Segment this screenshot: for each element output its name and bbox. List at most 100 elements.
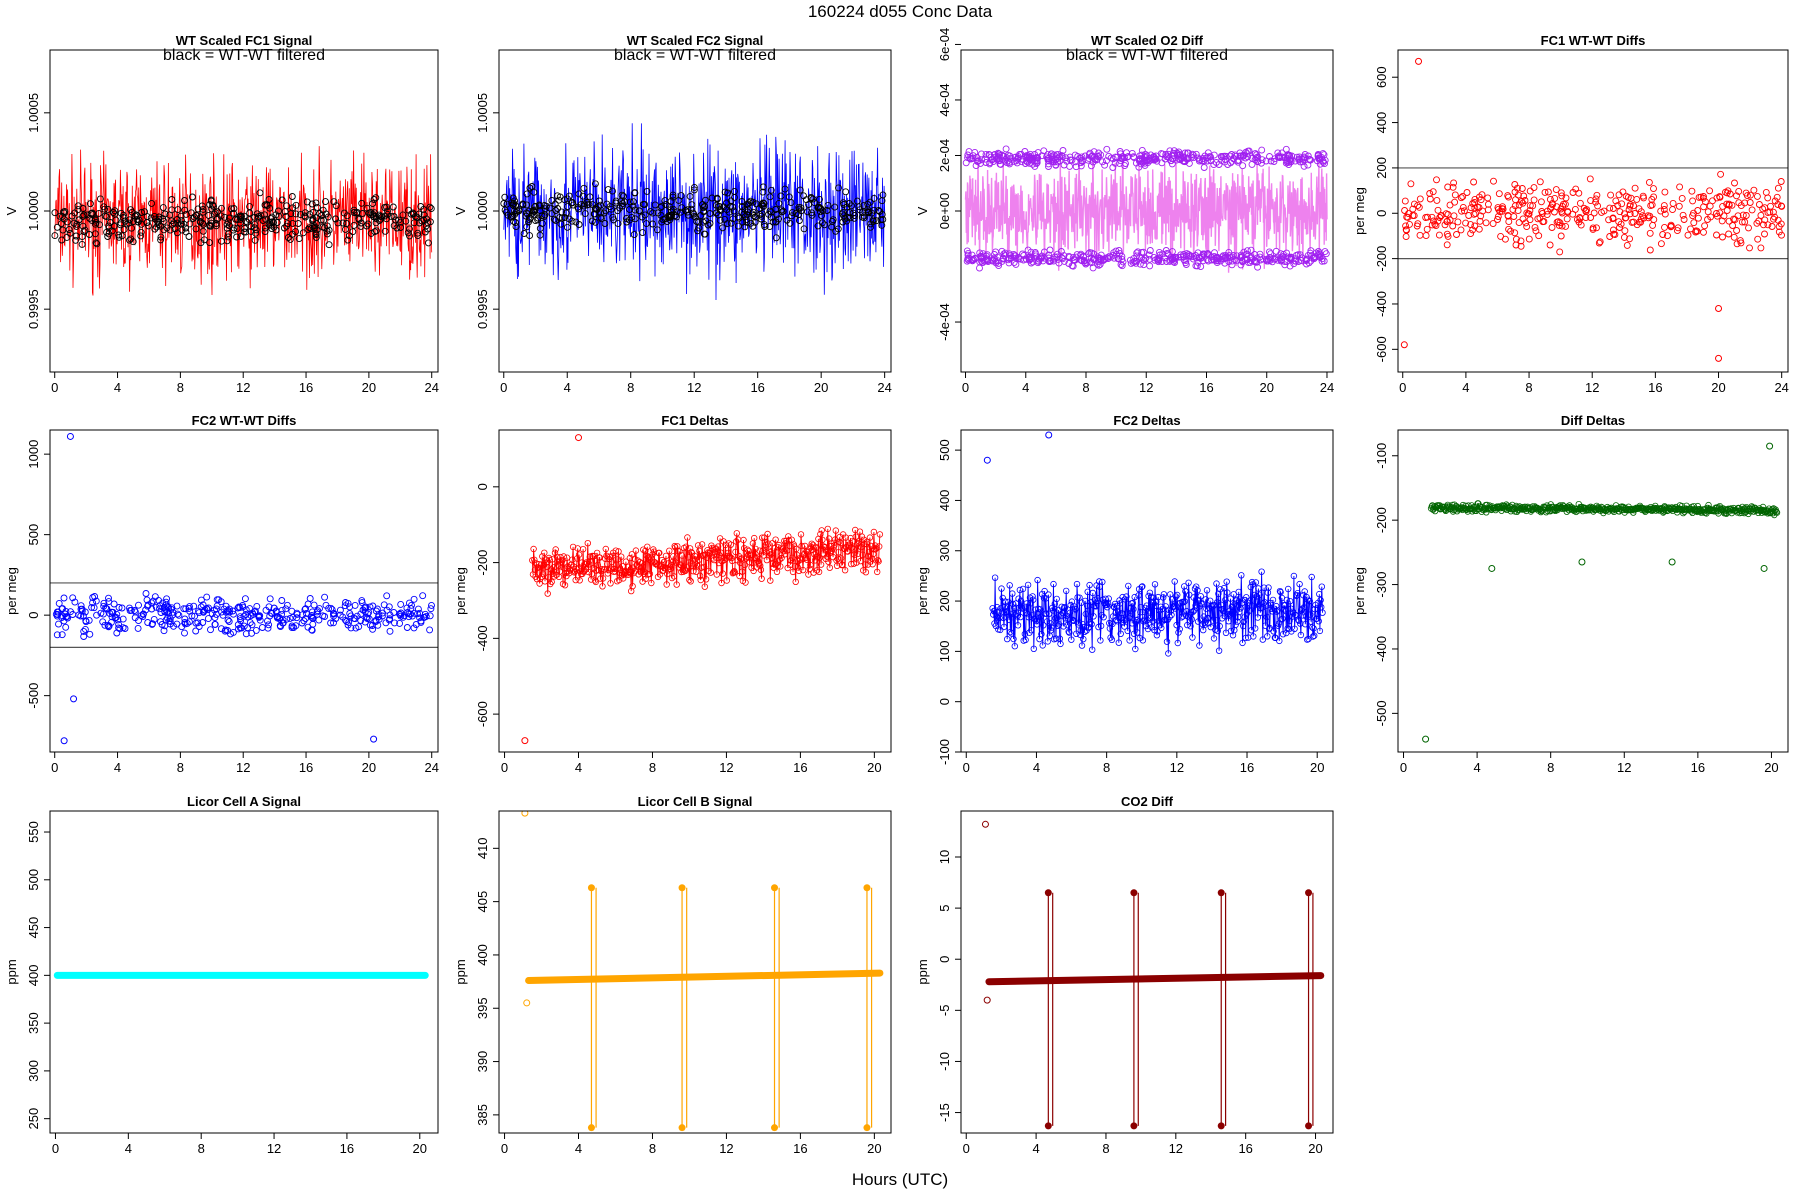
data-point [1622,214,1630,222]
data-point [690,183,698,191]
data-point [366,621,374,629]
data-point [115,624,123,632]
data-point [134,624,142,632]
chart-title: Licor Cell B Signal [638,794,753,809]
data-point [1250,633,1257,640]
data-point [137,232,145,240]
data-point [1234,618,1241,625]
data-point [1267,250,1275,258]
data-point [788,212,796,220]
outlier-point [1400,341,1408,349]
data-point [802,196,810,204]
data-point [1719,233,1726,241]
data-point [1467,221,1475,229]
x-tick-label: 8 [1103,760,1110,775]
data-point [856,538,863,545]
data-point [344,236,352,244]
data-point [81,226,89,234]
outlier-point [60,737,68,745]
data-point [131,614,139,622]
data-point [718,579,725,587]
data-point [372,194,380,202]
data-point [1690,219,1698,227]
data-point [606,553,613,560]
data-point [817,530,824,538]
data-point [690,186,698,194]
data-point [1119,154,1126,162]
data-point [601,566,608,573]
data-point [1465,212,1473,219]
data-point [544,590,551,597]
data-point [839,208,847,216]
data-point [1221,158,1229,166]
data-point [730,207,738,215]
chart-title: FC1 WT-WT Diffs [1541,33,1646,48]
data-point [416,614,424,622]
data-point [1451,191,1459,199]
data-point [1036,606,1044,613]
data-point [1207,253,1215,261]
plot-area [983,431,1326,657]
x-tick-label: 8 [198,1141,205,1156]
data-point [998,585,1005,592]
data-point [229,607,237,615]
data-point [1511,229,1519,237]
data-point [119,214,127,221]
data-point [702,576,710,583]
data-point [701,583,708,590]
spike-point [678,1124,686,1132]
y-tick-label: 600 [1374,66,1389,88]
data-point [1406,220,1413,228]
data-point [969,154,977,162]
data-point [283,202,291,210]
data-point [1256,253,1264,261]
data-point [1269,596,1277,604]
data-point [280,224,288,232]
data-point [225,214,233,222]
data-point [1189,608,1197,615]
data-point [372,227,380,235]
data-point [1158,624,1165,632]
data-point [512,202,519,209]
data-point [588,217,596,225]
data-point [1444,183,1452,191]
data-point [1258,604,1266,611]
data-point [1248,627,1255,634]
data-point [414,605,422,613]
data-point [1053,595,1060,603]
data-point [696,572,704,579]
plot-area [521,811,884,1132]
data-point [207,197,215,205]
data-point [1173,621,1180,629]
data-point [1753,192,1761,200]
y-tick-label: 6e-04 [937,28,952,61]
chart-title: WT Scaled FC1 Signal [176,33,313,48]
data-point [821,221,828,229]
data-point [828,223,836,231]
data-point [1435,231,1443,239]
data-point [156,602,164,610]
data-point [221,213,229,221]
data-point [174,206,182,214]
data-point [714,543,722,550]
data-point [860,212,868,220]
data-point [1153,157,1161,165]
data-point [78,233,86,241]
data-point [1138,146,1146,154]
data-point [677,208,685,216]
data-point [93,611,101,619]
data-point [727,197,735,205]
data-point [1542,504,1549,511]
data-point [1298,155,1306,163]
data-point [1716,193,1724,201]
data-point [1607,191,1615,199]
data-point [1140,616,1148,623]
data-point [571,569,578,576]
data-point [749,559,756,567]
data-point [766,193,774,201]
data-point [1133,629,1141,636]
data-point [569,556,576,563]
data-point [80,211,88,219]
x-tick-label: 12 [236,380,250,395]
